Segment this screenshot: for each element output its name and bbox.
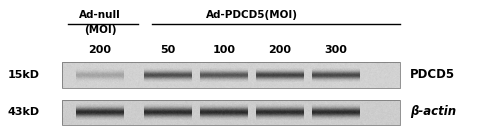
Text: 200: 200 [88,45,112,55]
Text: PDCD5: PDCD5 [410,68,455,82]
Text: 15kD: 15kD [8,70,40,80]
Text: β-actin: β-actin [410,105,456,119]
Text: 100: 100 [212,45,236,55]
Bar [62,100,400,125]
Text: Ad-PDCD5(MOI): Ad-PDCD5(MOI) [206,10,298,20]
Bar [62,62,400,88]
Text: (MOI): (MOI) [84,25,116,35]
Text: 200: 200 [268,45,291,55]
Text: 300: 300 [324,45,347,55]
Text: 50: 50 [160,45,176,55]
Text: Ad-null: Ad-null [79,10,121,20]
Text: 43kD: 43kD [8,107,40,117]
